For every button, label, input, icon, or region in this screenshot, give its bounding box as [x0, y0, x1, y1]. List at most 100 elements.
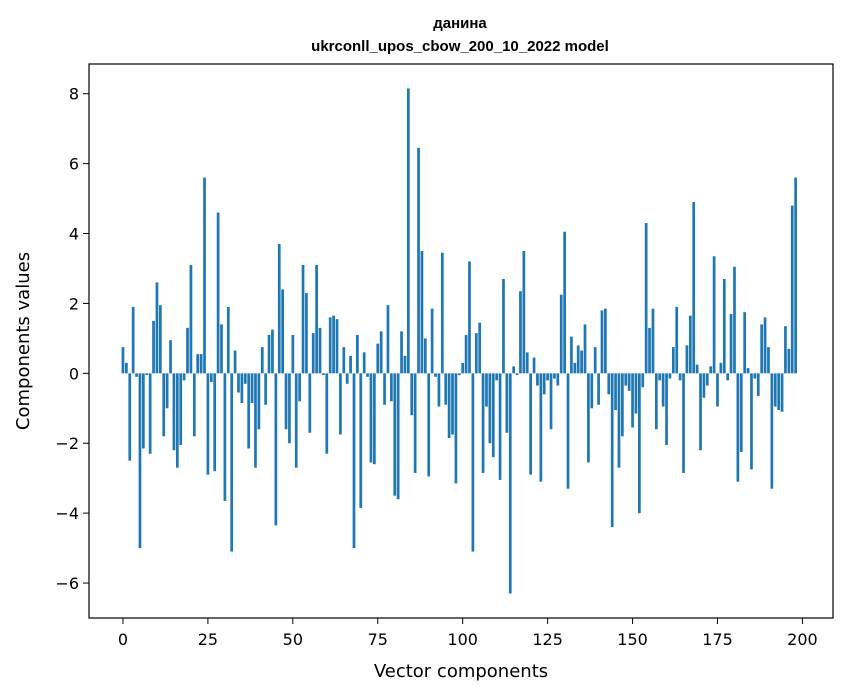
plot-frame: [88, 63, 834, 619]
bar-component-112: [502, 278, 505, 374]
bar-component-42: [264, 373, 268, 405]
bar-component-188: [760, 324, 764, 374]
bar-component-100: [461, 362, 465, 374]
chart-title-line-2: ukrconll_upos_cbow_200_10_2022 model: [311, 38, 609, 55]
bar-component-97: [451, 373, 454, 435]
bar-component-64: [339, 373, 342, 435]
bar-component-43: [267, 334, 271, 374]
bar-component-18: [182, 373, 186, 381]
bar-component-29: [220, 324, 223, 374]
bar-component-66: [345, 373, 349, 384]
bar-component-52: [298, 373, 301, 402]
bar-component-122: [536, 373, 539, 386]
bar-component-45: [274, 373, 278, 526]
bar-component-193: [777, 373, 780, 411]
x-tick-label-100: 100: [447, 630, 478, 649]
bar-component-184: [746, 368, 750, 374]
bar-component-111: [498, 373, 502, 480]
bar-component-41: [260, 347, 264, 374]
bar-component-179: [729, 313, 733, 374]
bar-component-145: [614, 373, 617, 411]
bar-component-189: [763, 317, 767, 374]
bar-component-20: [189, 264, 193, 374]
bar-component-177: [722, 278, 726, 374]
bar-component-117: [519, 291, 522, 374]
bar-component-63: [335, 319, 339, 374]
bar-component-127: [553, 373, 556, 379]
bar-component-156: [651, 308, 655, 374]
bar-component-99: [457, 373, 461, 376]
bar-component-33: [233, 350, 237, 374]
bar-component-84: [406, 88, 410, 374]
bar-component-146: [617, 373, 621, 468]
bar-component-186: [753, 373, 757, 379]
bar-component-157: [654, 373, 658, 430]
bar-component-141: [600, 310, 604, 374]
bar-component-164: [678, 373, 682, 381]
bar-component-191: [770, 373, 774, 489]
bar-component-27: [213, 373, 217, 472]
bar-component-74: [373, 373, 376, 465]
y-tick-label-6: 6: [69, 155, 79, 174]
bar-component-17: [179, 373, 183, 445]
bar-component-6: [142, 373, 145, 449]
bar-component-67: [349, 355, 352, 374]
bar-component-13: [165, 373, 169, 409]
bar-component-108: [488, 373, 492, 444]
bar-component-89: [423, 338, 427, 374]
bar-component-133: [573, 362, 577, 374]
bar-component-105: [478, 322, 482, 374]
bar-component-37: [247, 373, 251, 449]
bar-component-180: [733, 266, 736, 374]
bar-component-22: [196, 354, 200, 374]
bar-component-148: [624, 373, 628, 386]
bar-component-152: [638, 373, 641, 514]
bar-component-77: [383, 373, 386, 405]
x-tick-label-150: 150: [617, 630, 648, 649]
bar-component-59: [322, 373, 325, 376]
bar-component-19: [186, 327, 189, 374]
bar-component-44: [271, 329, 274, 374]
bar-component-32: [230, 373, 234, 552]
bar-component-162: [671, 347, 675, 374]
bar-component-24: [203, 177, 206, 374]
bar-component-139: [593, 347, 597, 374]
bar-component-81: [396, 373, 400, 500]
bar-component-161: [668, 373, 672, 379]
bar-component-147: [621, 373, 624, 437]
bar-component-72: [366, 373, 369, 377]
bar-component-107: [485, 373, 488, 407]
bar-component-55: [308, 373, 312, 433]
bar-component-110: [495, 373, 499, 381]
bar-component-158: [658, 373, 662, 381]
bar-component-125: [546, 373, 549, 381]
bar-component-194: [780, 373, 784, 412]
bar-component-159: [661, 373, 665, 407]
bar-component-3: [131, 306, 135, 374]
bar-component-128: [556, 373, 560, 386]
bar-component-31: [226, 306, 230, 374]
bar-component-10: [155, 282, 159, 374]
bar-component-92: [434, 373, 437, 377]
bar-component-21: [192, 373, 196, 437]
bar-component-91: [430, 308, 434, 374]
bar-component-173: [709, 366, 713, 374]
bar-component-35: [240, 373, 244, 404]
bar-component-121: [532, 357, 536, 374]
bar-component-39: [254, 373, 257, 468]
bar-component-0: [121, 347, 125, 374]
bar-component-131: [566, 373, 570, 489]
bar-component-132: [570, 336, 573, 374]
bar-component-76: [379, 331, 383, 374]
bar-component-190: [767, 347, 770, 374]
y-tick-label--4: −4: [55, 504, 79, 523]
bar-component-53: [301, 264, 305, 374]
bar-component-60: [325, 373, 329, 454]
bar-component-50: [291, 334, 295, 374]
bar-component-129: [559, 294, 563, 374]
y-axis-label: Components values: [13, 252, 34, 430]
bar-component-197: [790, 205, 794, 374]
bar-component-175: [716, 373, 719, 407]
bar-component-61: [328, 317, 332, 374]
